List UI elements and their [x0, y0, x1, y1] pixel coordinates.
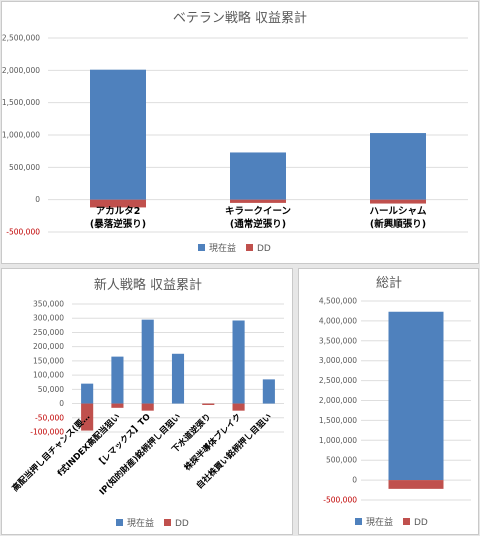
y-tick-label: 2,000,000 — [319, 396, 357, 405]
x-tick-label: 株探半導体ブレイク — [182, 411, 244, 473]
legend-swatch-current — [355, 518, 362, 525]
y-tick-label: -500,000 — [323, 496, 357, 505]
y-tick-label: 1,500,000 — [2, 98, 40, 107]
legend-label-current: 現在益 — [366, 516, 393, 528]
chart-title: 総計 — [376, 275, 402, 291]
bar-current-profit — [171, 353, 185, 404]
y-tick-label: 1,000,000 — [319, 436, 357, 445]
total-chart: 総計 4,500,000 4,000,000 3,500,000 3,000,000 2,… — [319, 275, 471, 528]
y-tick-label: -50,000 — [35, 413, 64, 422]
chart-title: 新人戦略 収益累計 — [94, 277, 202, 293]
y-tick-label: 0 — [35, 195, 40, 204]
y-tick-label: 500,000 — [326, 456, 357, 465]
bar-drawdown — [202, 403, 215, 405]
y-tick-label: 50,000 — [38, 385, 64, 394]
bar-current-profit — [232, 320, 245, 404]
x-tick-label: キラークイーン — [225, 206, 291, 217]
bar-drawdown — [388, 480, 444, 489]
bar-current-profit — [388, 311, 444, 481]
y-tick-label: 2,000,000 — [2, 66, 40, 75]
y-tick-label: -100,000 — [30, 428, 64, 437]
y-tick-label: 350,000 — [33, 300, 64, 309]
x-tick-label: アカルタ2 — [96, 205, 141, 217]
bar-drawdown — [370, 199, 426, 204]
y-tick-label: 200,000 — [33, 342, 64, 351]
y-tick-label: 500,000 — [9, 163, 40, 172]
bar-current-profit — [230, 152, 286, 200]
bar-drawdown — [232, 403, 245, 411]
x-tick-label: (新興順張り) — [370, 218, 426, 230]
y-tick-label: -500,000 — [6, 228, 40, 237]
legend-label-dd: DD — [175, 519, 189, 529]
chart-title: ベテラン戦略 収益累計 — [173, 10, 307, 26]
y-tick-label: 4,500,000 — [319, 297, 357, 306]
y-tick-label: 2,500,000 — [2, 34, 40, 43]
legend-swatch-dd — [164, 519, 171, 526]
y-tick-label: 2,500,000 — [319, 376, 357, 385]
y-tick-label: 3,500,000 — [319, 336, 357, 345]
bar-drawdown — [230, 199, 286, 203]
legend-label-dd: DD — [257, 244, 271, 254]
veteran-chart: ベテラン戦略 収益累計 2,500,000 2,000,000 1,500,000 1,… — [2, 10, 468, 254]
x-tick-label: 【レマックス】TO — [94, 411, 153, 470]
x-tick-label: (暴落逆張り) — [90, 218, 146, 230]
bar-drawdown — [90, 199, 146, 208]
bar-drawdown — [111, 403, 124, 408]
bar-current-profit — [81, 383, 94, 404]
legend-label-current: 現在益 — [127, 517, 154, 529]
bar-current-profit — [90, 69, 146, 200]
bar-current-profit — [111, 356, 124, 404]
y-tick-label: 250,000 — [33, 328, 64, 337]
newbie-chart: 新人戦略 収益累計 350,000 300,000 250,000 200,000 150… — [10, 277, 284, 529]
chart-panel-newbie: 新人戦略 収益累計 350,000 300,000 250,000 200,000 150… — [1, 268, 293, 535]
bar-current-profit — [141, 319, 154, 404]
y-tick-label: 0 — [59, 399, 64, 408]
bar-drawdown — [81, 403, 94, 431]
x-tick-label: (通常逆張り) — [230, 218, 286, 230]
chart-panel-veteran: ベテラン戦略 収益累計 2,500,000 2,000,000 1,500,000 1,… — [1, 1, 479, 264]
y-tick-label: 4,000,000 — [319, 316, 357, 325]
bar-drawdown — [141, 403, 154, 411]
y-tick-label: 0 — [352, 476, 357, 485]
legend-swatch-dd — [403, 518, 410, 525]
y-tick-label: 300,000 — [33, 314, 64, 323]
y-tick-label: 1,000,000 — [2, 131, 40, 140]
bar-current-profit — [370, 133, 426, 200]
y-tick-label: 150,000 — [33, 356, 64, 365]
legend-label-current: 現在益 — [209, 242, 236, 254]
y-tick-label: 3,000,000 — [319, 356, 357, 365]
legend-label-dd: DD — [414, 518, 428, 528]
x-tick-label: ハールシャム — [369, 206, 427, 217]
chart-panel-total: 総計 4,500,000 4,000,000 3,500,000 3,000,000 2,… — [298, 268, 479, 535]
legend-swatch-current — [198, 244, 205, 251]
legend-swatch-current — [116, 519, 123, 526]
y-tick-label: 100,000 — [33, 371, 64, 380]
y-tick-label: 1,500,000 — [319, 416, 357, 425]
bar-current-profit — [262, 379, 275, 404]
legend-swatch-dd — [246, 244, 253, 251]
